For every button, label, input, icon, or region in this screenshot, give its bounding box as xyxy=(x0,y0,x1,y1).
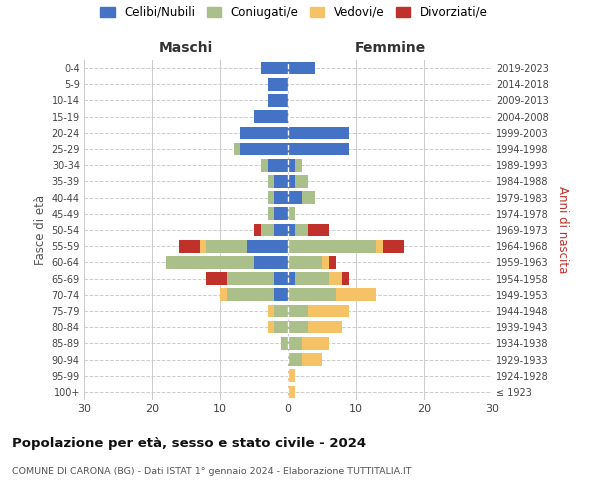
Text: Femmine: Femmine xyxy=(355,41,425,55)
Bar xyxy=(288,175,295,188)
Text: Popolazione per età, sesso e stato civile - 2024: Popolazione per età, sesso e stato civil… xyxy=(12,438,366,450)
Bar xyxy=(308,224,329,236)
Bar xyxy=(268,321,274,334)
Bar xyxy=(288,62,315,74)
Bar xyxy=(288,208,295,220)
Bar xyxy=(274,288,288,301)
Bar xyxy=(288,240,376,252)
Bar xyxy=(274,272,288,285)
Bar xyxy=(288,321,308,334)
Bar xyxy=(233,142,241,156)
Bar xyxy=(254,224,261,236)
Bar xyxy=(288,224,295,236)
Bar xyxy=(254,256,288,268)
Bar xyxy=(179,240,200,252)
Bar xyxy=(295,224,308,236)
Bar xyxy=(274,175,288,188)
Text: COMUNE DI CARONA (BG) - Dati ISTAT 1° gennaio 2024 - Elaborazione TUTTITALIA.IT: COMUNE DI CARONA (BG) - Dati ISTAT 1° ge… xyxy=(12,468,412,476)
Bar xyxy=(268,175,274,188)
Bar xyxy=(302,353,322,366)
Bar xyxy=(288,159,295,172)
Bar xyxy=(329,272,343,285)
Bar xyxy=(247,240,288,252)
Text: Maschi: Maschi xyxy=(159,41,213,55)
Y-axis label: Anni di nascita: Anni di nascita xyxy=(556,186,569,274)
Bar xyxy=(322,256,329,268)
Bar xyxy=(383,240,404,252)
Bar xyxy=(268,208,274,220)
Bar xyxy=(200,240,206,252)
Bar xyxy=(268,159,288,172)
Bar xyxy=(274,192,288,204)
Bar xyxy=(288,256,322,268)
Bar xyxy=(288,272,295,285)
Bar xyxy=(335,288,376,301)
Bar xyxy=(288,370,295,382)
Bar xyxy=(329,256,335,268)
Y-axis label: Fasce di età: Fasce di età xyxy=(34,195,47,265)
Bar xyxy=(268,78,288,90)
Bar xyxy=(274,224,288,236)
Bar xyxy=(268,94,288,107)
Bar xyxy=(288,126,349,139)
Bar xyxy=(288,142,349,156)
Bar xyxy=(220,288,227,301)
Bar xyxy=(288,192,302,204)
Bar xyxy=(295,272,329,285)
Bar xyxy=(227,288,274,301)
Bar xyxy=(295,175,308,188)
Bar xyxy=(206,272,227,285)
Bar xyxy=(288,337,302,349)
Bar xyxy=(241,142,288,156)
Bar xyxy=(302,337,329,349)
Bar xyxy=(268,304,274,318)
Bar xyxy=(274,321,288,334)
Bar xyxy=(288,353,302,366)
Bar xyxy=(281,337,288,349)
Bar xyxy=(261,62,288,74)
Bar xyxy=(308,304,349,318)
Bar xyxy=(166,256,254,268)
Bar xyxy=(254,110,288,123)
Bar xyxy=(308,321,343,334)
Bar xyxy=(206,240,247,252)
Bar xyxy=(274,304,288,318)
Bar xyxy=(302,192,315,204)
Bar xyxy=(288,386,295,398)
Bar xyxy=(288,288,335,301)
Bar xyxy=(376,240,383,252)
Legend: Celibi/Nubili, Coniugati/e, Vedovi/e, Divorziati/e: Celibi/Nubili, Coniugati/e, Vedovi/e, Di… xyxy=(100,6,488,19)
Bar xyxy=(227,272,274,285)
Bar xyxy=(261,159,268,172)
Bar xyxy=(241,126,288,139)
Bar xyxy=(295,159,302,172)
Bar xyxy=(274,208,288,220)
Bar xyxy=(268,192,274,204)
Bar xyxy=(261,224,274,236)
Bar xyxy=(288,304,308,318)
Bar xyxy=(343,272,349,285)
